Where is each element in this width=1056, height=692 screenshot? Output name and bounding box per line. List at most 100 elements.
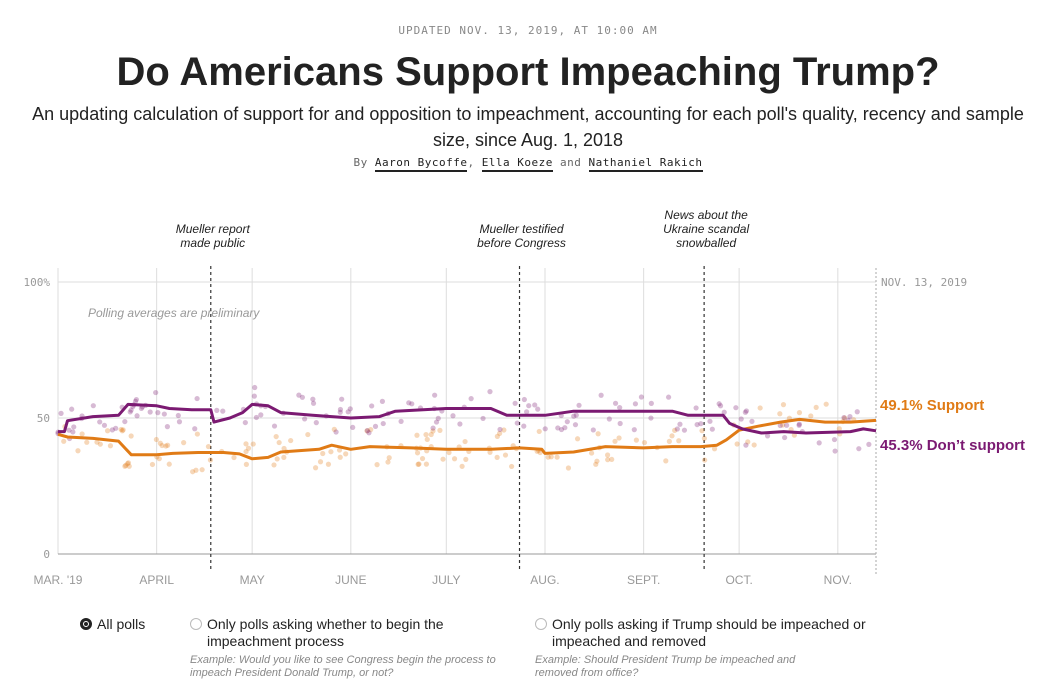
author-link[interactable]: Nathaniel Rakich	[588, 156, 703, 172]
option-label: Only polls asking if Trump should be imp…	[552, 616, 866, 649]
poll-dot	[423, 461, 430, 467]
poll-dot	[153, 389, 159, 396]
poll-dot	[147, 409, 153, 415]
poll-dot	[251, 393, 257, 399]
poll-dot	[604, 452, 611, 458]
poll-dot	[856, 446, 862, 452]
poll-dot	[751, 442, 757, 448]
poll-dot	[574, 436, 581, 442]
x-tick-label: AUG.	[530, 573, 559, 587]
radio-unselected-icon[interactable]	[190, 618, 202, 630]
poll-dot	[738, 416, 744, 422]
poll-dot	[497, 430, 503, 437]
series-line	[58, 402, 877, 435]
poll-dot	[120, 427, 126, 433]
poll-dot	[590, 427, 596, 433]
poll-dot	[128, 407, 134, 413]
poll-dot	[175, 412, 181, 419]
poll-dot	[616, 435, 622, 441]
poll-dot	[711, 446, 718, 452]
byline-and: and	[560, 156, 582, 169]
poll-dot	[565, 465, 572, 471]
poll-dot	[606, 416, 612, 422]
poll-dot	[468, 396, 474, 402]
poll-dot	[777, 411, 783, 417]
author-link[interactable]: Ella Koeze	[481, 156, 553, 172]
poll-dot	[243, 461, 249, 467]
poll-dot	[813, 404, 819, 411]
poll-dot	[665, 394, 672, 400]
poll-dot	[369, 403, 375, 409]
poll-dot	[368, 427, 374, 433]
poll-dot	[521, 396, 527, 403]
poll-dot	[572, 422, 579, 428]
radio-selected-icon[interactable]	[80, 618, 92, 630]
poll-dot	[716, 401, 722, 407]
event-annotation: before Congress	[477, 236, 566, 250]
poll-dot	[632, 401, 639, 407]
author-link[interactable]: Aaron Bycoffe	[374, 156, 468, 172]
poll-dot	[193, 467, 199, 473]
poll-dot	[780, 402, 787, 408]
poll-dot	[432, 392, 438, 398]
poll-dot	[364, 427, 370, 434]
poll-dot	[243, 448, 249, 455]
event-annotation: made public	[180, 236, 245, 250]
poll-dot	[733, 405, 739, 411]
poll-dot	[424, 436, 430, 443]
poll-dot	[633, 437, 639, 443]
poll-dot	[446, 449, 452, 456]
poll-dot	[305, 431, 311, 438]
poll-dot	[345, 409, 351, 415]
event-annotation: Mueller testified	[479, 222, 563, 236]
poll-dot	[122, 463, 128, 469]
poll-dot	[796, 422, 802, 428]
poll-dot	[542, 426, 548, 432]
x-tick-label: APRIL	[139, 573, 174, 587]
poll-dot	[153, 436, 159, 443]
poll-dot	[366, 430, 372, 436]
poll-dot	[509, 463, 515, 470]
series-line	[57, 417, 877, 461]
poll-dot	[104, 428, 111, 434]
poll-dot	[595, 431, 601, 437]
poll-dot	[451, 456, 458, 462]
poll-dot	[71, 424, 77, 430]
poll-dot	[258, 412, 264, 418]
updated-timestamp: UPDATED NOV. 13, 2019, AT 10:00 AM	[398, 24, 658, 37]
poll-dot	[312, 465, 319, 471]
x-tick-label: NOV.	[824, 573, 852, 587]
poll-dot	[302, 416, 308, 422]
poll-dot	[588, 450, 595, 456]
poll-dot	[242, 419, 248, 426]
poll-dot	[437, 427, 443, 433]
poll-dot	[125, 460, 132, 466]
option-all-polls[interactable]: All polls	[80, 616, 170, 633]
poll-dot	[296, 392, 302, 398]
poll-dot	[524, 409, 530, 415]
y-tick-label: 100%	[24, 276, 51, 289]
poll-dot	[777, 422, 783, 429]
y-tick-label: 50	[37, 412, 50, 425]
poll-dot	[333, 429, 339, 435]
option-begin-process[interactable]: Only polls asking whether to begin the i…	[190, 616, 510, 680]
radio-unselected-icon[interactable]	[535, 618, 547, 630]
poll-dot	[757, 405, 763, 411]
x-tick-label: OCT.	[725, 573, 752, 587]
poll-dot	[514, 420, 520, 426]
poll-dot	[612, 438, 618, 444]
option-impeach-remove[interactable]: Only polls asking if Trump should be imp…	[535, 616, 866, 680]
poll-dot	[831, 436, 838, 443]
poll-dot	[487, 449, 493, 455]
poll-dot	[494, 454, 500, 460]
option-example: Example: Should President Trump be impea…	[535, 654, 796, 679]
poll-dot	[181, 440, 187, 446]
poll-dot	[271, 462, 277, 468]
poll-dot	[364, 428, 370, 434]
poll-dot	[816, 440, 822, 446]
poll-dot	[274, 456, 280, 462]
poll-dot	[337, 406, 344, 413]
poll-dot	[374, 462, 380, 468]
poll-dot	[681, 427, 688, 433]
poll-dot	[347, 406, 353, 412]
